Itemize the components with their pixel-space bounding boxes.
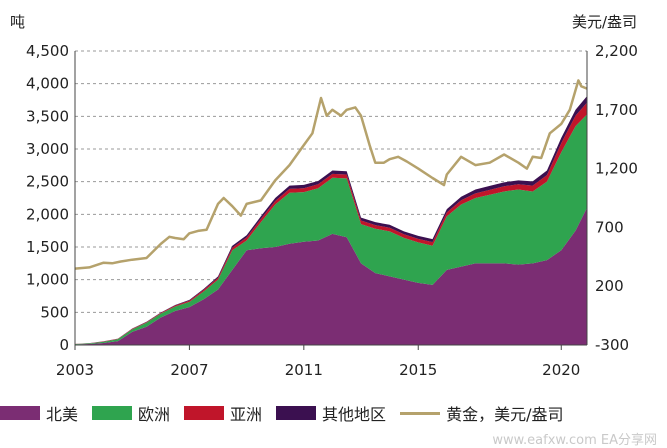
legend-swatch-other [276,406,317,420]
left-tick-label: 1,000 [26,271,69,289]
watermark: www.eafxw.com EA分享网 [492,433,657,448]
legend-swatch-north-america [0,406,40,420]
area-series-1 [75,114,587,345]
left-tick-label: 2,500 [26,173,69,191]
x-tick-label: 2007 [170,361,208,379]
legend-item-asia: 亚洲 [184,401,262,425]
legend-item-north-america: 北美 [0,401,78,425]
left-tick-label: 3,000 [26,140,69,158]
left-tick-label: 3,500 [26,107,69,125]
legend-label-other: 其他地区 [322,405,387,424]
legend-label-gold: 黄金，美元/盎司 [446,405,564,424]
right-tick-label: -300 [595,336,629,354]
gold-price-line [74,79,588,270]
right-tick-label: 1,200 [595,160,638,178]
left-tick-label: 4,500 [26,42,69,60]
right-axis-unit: 美元/盎司 [572,13,637,31]
legend: 北美 欧洲 亚洲 其他地区 黄金，美元/盎司 [0,398,667,428]
x-tick-label: 2015 [399,361,437,379]
tick-labels: 0 500 1,000 1,500 2,000 2,500 3,000 3,500 4,000 4… [26,42,638,379]
legend-label-europe: 欧洲 [138,405,171,424]
legend-item-other: 其他地区 [276,401,386,425]
legend-item-gold: 黄金，美元/盎司 [400,401,563,425]
legend-item-europe: 欧洲 [92,401,170,425]
right-tick-label: 1,700 [595,101,638,119]
axes [74,51,588,346]
left-axis-unit: 吨 [10,13,25,31]
right-tick-label: 200 [595,277,624,295]
left-tick-label: 0 [59,336,69,354]
area-series-0 [75,207,587,345]
stacked-areas [75,96,587,345]
right-tick-label: 700 [595,218,624,236]
x-tick-label: 2020 [542,361,580,379]
left-tick-label: 1,500 [26,238,69,256]
x-tick-label: 2003 [56,361,94,379]
left-tick-label: 2,000 [26,205,69,223]
legend-label-asia: 亚洲 [230,405,263,424]
left-tick-label: 4,000 [26,75,69,93]
chart: 0 500 1,000 1,500 2,000 2,500 3,000 3,500 4,000 4… [10,13,638,379]
gold-price-path [74,79,588,270]
left-tick-label: 500 [40,303,69,321]
x-tick-label: 2011 [285,361,323,379]
legend-label-north-america: 北美 [46,405,79,424]
legend-swatch-gold [400,411,441,415]
legend-swatch-asia [184,406,225,420]
right-tick-label: 2,200 [595,42,638,60]
legend-swatch-europe [92,406,133,420]
